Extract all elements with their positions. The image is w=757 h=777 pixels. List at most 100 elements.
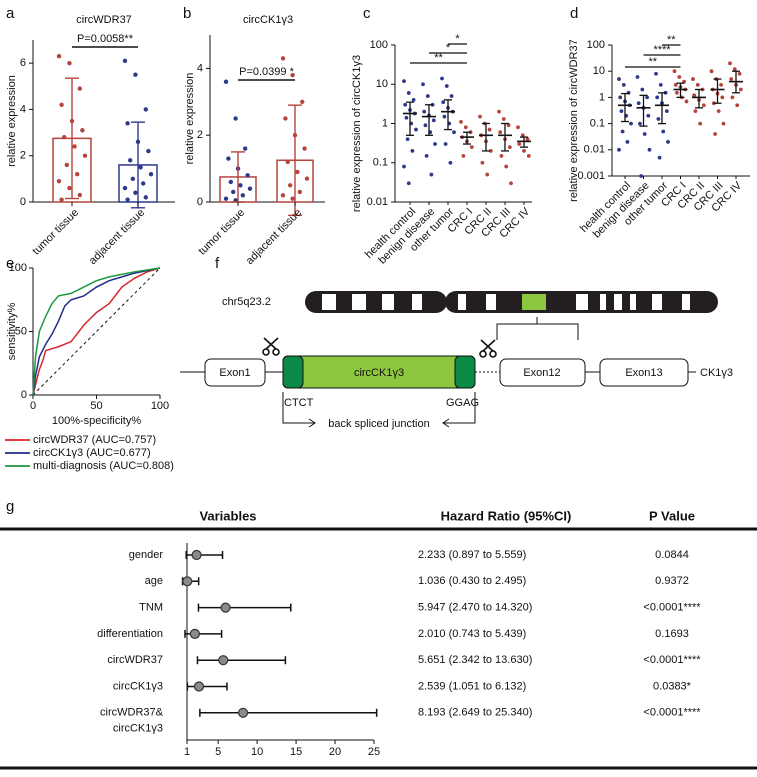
dot — [425, 94, 430, 98]
dot — [738, 87, 743, 92]
dot — [675, 90, 679, 95]
dot — [82, 153, 88, 158]
y-tick-label: 0.1 — [373, 157, 388, 169]
dot — [640, 87, 645, 92]
x-axis-label: 100%-specificity% — [52, 415, 141, 427]
hazard-ratio-text: 2.233 (0.897 to 5.559) — [418, 549, 526, 561]
dot — [61, 135, 67, 140]
variable-label: circCK1γ3 — [113, 723, 163, 735]
variable-label: circWDR37 — [107, 654, 163, 666]
dot — [507, 145, 512, 150]
dot — [402, 79, 406, 84]
roc-curve — [32, 267, 161, 396]
dot — [618, 95, 623, 100]
significance-label: **** — [653, 44, 671, 56]
hazard-ratio-dot — [182, 576, 193, 587]
y-tick-label: 4 — [20, 103, 26, 115]
dot — [509, 181, 513, 186]
dot — [431, 118, 436, 123]
y-tick-label: 1 — [382, 117, 388, 129]
dot — [122, 58, 128, 64]
dot — [620, 129, 625, 134]
hazard-ratio-dot — [191, 549, 202, 561]
dot — [656, 117, 661, 121]
dot — [402, 164, 406, 169]
dot — [636, 101, 641, 106]
p-value-text: 0.0383* — [653, 680, 692, 692]
chromosome-arm — [305, 291, 447, 313]
dot — [691, 77, 695, 81]
y-axis-label: sensitivity% — [6, 303, 18, 361]
dot — [655, 95, 660, 100]
dot — [646, 113, 651, 118]
dot — [461, 153, 466, 158]
chromosome-band-highlight — [522, 294, 546, 310]
y-axis-label: relative expression of circWDR37 — [568, 39, 580, 202]
dot — [721, 121, 726, 126]
y-tick-label: 50 — [15, 325, 27, 337]
dot — [647, 147, 652, 152]
x-tick-label: 1 — [184, 746, 190, 758]
x-tick-label: 100 — [151, 400, 169, 412]
variable-label: TNM — [139, 602, 163, 614]
significance-label: P=0.0058** — [77, 33, 134, 45]
y-tick-label: 0.01 — [367, 196, 388, 208]
dot — [72, 144, 77, 149]
dot — [661, 129, 666, 134]
dot — [677, 75, 682, 79]
junction-seq: GGAG — [446, 397, 479, 409]
dot — [522, 149, 526, 153]
dot — [693, 109, 698, 113]
dot — [80, 128, 85, 133]
y-axis-label: relative expression — [6, 75, 18, 167]
dot — [673, 82, 678, 87]
dot — [658, 82, 663, 87]
chart-title: circCK1γ3 — [243, 14, 293, 26]
dot — [716, 109, 721, 113]
hazard-ratio-dot — [218, 655, 229, 666]
dot — [67, 60, 72, 66]
dot — [516, 125, 520, 130]
y-tick-label: 4 — [197, 62, 203, 74]
dot — [138, 165, 143, 170]
exon-label: Exon13 — [625, 367, 662, 379]
panel-letter: c — [363, 5, 371, 22]
dot — [405, 137, 410, 142]
y-tick-label: 10 — [376, 78, 388, 90]
dot — [422, 109, 427, 114]
x-tick-label: 5 — [215, 746, 221, 758]
dot — [423, 123, 428, 128]
column-header: P Value — [649, 508, 695, 523]
hazard-ratio-text: 2.539 (1.051 to 6.132) — [418, 680, 526, 692]
y-tick-label: 2 — [197, 129, 203, 141]
dot — [288, 183, 293, 188]
dot — [642, 132, 647, 136]
dot — [635, 75, 640, 79]
y-tick-label: 0.001 — [577, 170, 605, 182]
dot — [735, 103, 740, 108]
significance-label: * — [455, 33, 460, 45]
dot — [695, 82, 700, 87]
dot — [664, 109, 669, 113]
dot — [297, 189, 302, 195]
variable-label: differentiation — [97, 628, 163, 640]
dot — [148, 172, 154, 177]
dot — [729, 77, 734, 81]
dot — [406, 181, 411, 186]
hazard-ratio-text: 5.651 (2.342 to 13.630) — [418, 654, 532, 666]
panel-letter: b — [183, 5, 191, 22]
dot — [429, 172, 434, 177]
x-tick-label: 15 — [290, 746, 302, 758]
variable-label: circWDR37& — [100, 707, 164, 719]
dot — [478, 114, 482, 119]
column-header: Hazard Ratio (95%CI) — [441, 508, 572, 523]
dot — [75, 172, 80, 177]
exon-box — [599, 358, 689, 387]
junction-arrow — [442, 392, 476, 428]
x-tick-label: 0 — [30, 400, 36, 412]
x-tick-label: 20 — [329, 746, 341, 758]
scissors-icon — [262, 337, 280, 356]
dot — [133, 72, 138, 77]
dot — [300, 99, 305, 105]
